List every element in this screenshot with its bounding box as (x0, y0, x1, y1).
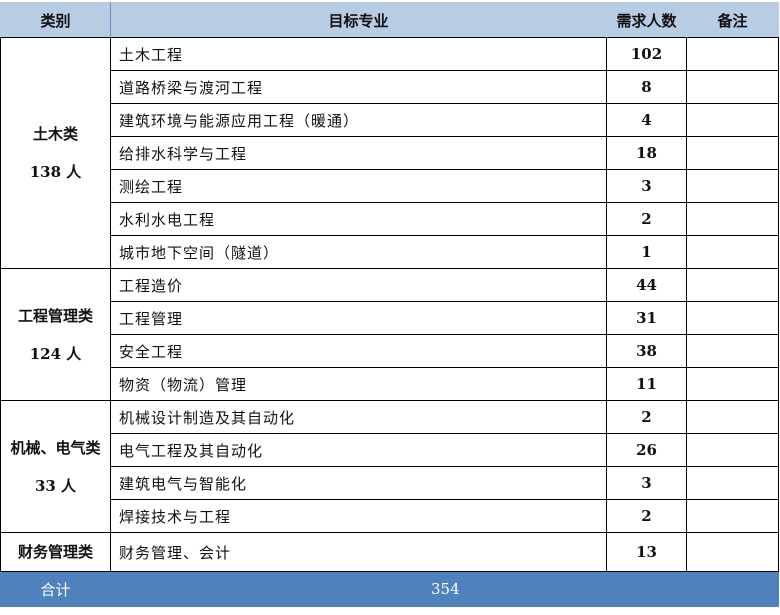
category-name: 工程管理类 (17, 306, 93, 325)
major-cell: 电气工程及其自动化 (110, 433, 607, 467)
table-row: 土木类 138 人 土木工程 102 (0, 37, 779, 269)
demand-cell: 26 (606, 433, 687, 467)
remark-cell (686, 136, 779, 170)
demand-cell: 44 (606, 268, 687, 302)
major-cell: 土木工程 (110, 37, 607, 71)
table-row: 给排水科学与工程 18 (1, 136, 779, 170)
remark-cell (686, 235, 779, 269)
table-row: 电气工程及其自动化 26 (1, 433, 779, 467)
remark-cell (686, 466, 779, 500)
demand-cell: 3 (606, 169, 687, 203)
category-cell: 土木类 138 人 (0, 37, 111, 269)
category-count: 33 人 (34, 476, 77, 495)
total-row: 合计 354 (0, 571, 779, 607)
remark-cell (686, 103, 779, 137)
category-count: 124 人 (29, 344, 82, 363)
table-row: 水利水电工程 2 (1, 202, 779, 236)
major-cell: 焊接技术与工程 (110, 499, 607, 533)
demand-cell: 1 (606, 235, 687, 269)
demand-cell: 8 (606, 70, 687, 104)
category-name: 机械、电气类 (10, 438, 101, 457)
major-cell: 安全工程 (110, 334, 607, 368)
header-category: 类别 (0, 2, 111, 38)
category-name: 土木类 (32, 125, 78, 143)
remark-cell (686, 268, 779, 302)
major-cell: 机械设计制造及其自动化 (110, 400, 607, 434)
category-cell: 机械、电气类 33 人 (0, 400, 111, 533)
demand-cell: 11 (606, 367, 687, 401)
major-cell: 财务管理、会计 (110, 532, 607, 572)
remark-cell (686, 37, 779, 71)
major-cell: 工程造价 (110, 268, 607, 302)
header-major: 目标专业 (110, 2, 607, 38)
remark-cell (686, 400, 779, 434)
major-cell: 测绘工程 (110, 169, 607, 203)
major-cell: 工程管理 (110, 301, 607, 335)
demand-cell: 3 (606, 466, 687, 500)
table-row: 财务管理类 财务管理、会计 13 (0, 532, 779, 572)
table-row: 安全工程 38 (1, 334, 779, 368)
demand-cell: 2 (606, 202, 687, 236)
category-name: 财务管理类 (17, 543, 93, 561)
demand-cell: 2 (606, 499, 687, 533)
remark-cell (686, 532, 779, 572)
demand-cell: 2 (606, 400, 687, 434)
remark-cell (686, 202, 779, 236)
remark-cell (686, 70, 779, 104)
table-row: 道路桥梁与渡河工程 8 (1, 70, 779, 104)
remark-cell (686, 499, 779, 533)
major-cell: 物资（物流）管理 (110, 367, 607, 401)
header-demand: 需求人数 (606, 2, 687, 38)
remark-cell (686, 433, 779, 467)
remark-cell (686, 169, 779, 203)
major-cell: 建筑环境与能源应用工程（暖通） (110, 103, 607, 137)
remark-cell (686, 301, 779, 335)
header-remark: 备注 (686, 2, 779, 38)
major-cell: 给排水科学与工程 (110, 136, 607, 170)
table-row: 工程管理类 124 人 工程造价 44 (0, 268, 779, 401)
demand-cell: 13 (606, 532, 687, 572)
major-cell: 水利水电工程 (110, 202, 607, 236)
demand-cell: 18 (606, 136, 687, 170)
demand-cell: 31 (606, 301, 687, 335)
demand-cell: 4 (606, 103, 687, 137)
table-row: 测绘工程 3 (1, 169, 779, 203)
total-value: 354 (110, 571, 779, 607)
demand-cell: 38 (606, 334, 687, 368)
remark-cell (686, 367, 779, 401)
major-cell: 建筑电气与智能化 (110, 466, 607, 500)
table-row: 建筑环境与能源应用工程（暖通） 4 (1, 103, 779, 137)
category-cell: 工程管理类 124 人 (0, 268, 111, 401)
table-row: 机械、电气类 33 人机械设计制造及其自动化 2 (0, 400, 779, 533)
remark-cell (686, 334, 779, 368)
major-cell: 城市地下空间（隧道） (110, 235, 607, 269)
table-row: 焊接技术与工程 2 (1, 499, 779, 533)
table-row: 建筑电气与智能化 3 (1, 466, 779, 500)
category-cell: 财务管理类 (0, 532, 111, 572)
total-label: 合计 (0, 571, 111, 607)
demand-cell: 102 (606, 37, 687, 71)
table-row: 工程管理 31 (1, 301, 779, 335)
table-row: 城市地下空间（隧道） 1 (1, 235, 779, 269)
category-count: 138 人 (29, 163, 82, 181)
table-row: 物资（物流）管理 11 (1, 367, 779, 401)
major-cell: 道路桥梁与渡河工程 (110, 70, 607, 104)
